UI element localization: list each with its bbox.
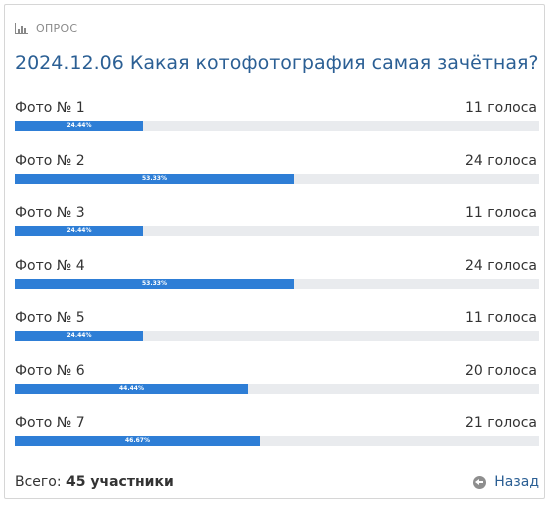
option-progress-fill: 24.44% — [15, 226, 143, 236]
option-votes: 24 голоса — [465, 258, 537, 274]
option-votes: 11 голоса — [465, 205, 537, 221]
option-percent: 24.44% — [66, 122, 92, 129]
arrow-left-circle-icon — [473, 475, 487, 489]
option-label: Фото № 4 — [15, 258, 85, 274]
poll-header: ОПРОС — [15, 20, 77, 36]
back-button[interactable]: Назад — [473, 474, 539, 490]
option-progress-track: 24.44% — [15, 226, 539, 236]
poll-option: Фото № 4 24 голоса 53.33% — [15, 258, 539, 294]
back-label: Назад — [494, 474, 539, 490]
option-votes: 24 голоса — [465, 153, 537, 169]
poll-option: Фото № 1 11 голоса 24.44% — [15, 100, 539, 136]
option-progress-track: 53.33% — [15, 174, 539, 184]
poll-header-label: ОПРОС — [36, 21, 78, 35]
option-percent: 53.33% — [142, 175, 167, 182]
option-progress-track: 53.33% — [15, 279, 539, 289]
poll-option: Фото № 2 24 голоса 53.33% — [15, 153, 539, 189]
poll-option: Фото № 5 11 голоса 24.44% — [15, 310, 539, 346]
option-votes: 20 голоса — [465, 363, 537, 379]
poll-title: 2024.12.06 Какая котофотография самая за… — [15, 52, 539, 74]
option-percent: 24.44% — [66, 227, 92, 234]
option-progress-fill: 46.67% — [15, 436, 260, 446]
option-progress-track: 24.44% — [15, 121, 539, 131]
option-progress-fill: 44.44% — [15, 384, 248, 394]
option-percent: 24.44% — [66, 332, 92, 339]
option-progress-track: 46.67% — [15, 436, 539, 446]
poll-option: Фото № 7 21 голоса 46.67% — [15, 415, 539, 451]
option-progress-fill: 53.33% — [15, 174, 294, 184]
poll-option: Фото № 6 20 голоса 44.44% — [15, 363, 539, 399]
total-participants: Всего: 45 участники — [15, 474, 174, 490]
bar-chart-icon — [15, 22, 28, 34]
option-progress-fill: 24.44% — [15, 331, 143, 341]
option-progress-fill: 53.33% — [15, 279, 294, 289]
total-label: Всего: — [15, 474, 62, 490]
option-votes: 11 голоса — [465, 100, 537, 116]
option-votes: 11 голоса — [465, 310, 537, 326]
option-percent: 53.33% — [142, 280, 167, 287]
option-label: Фото № 2 — [15, 153, 85, 169]
poll-card: ОПРОС 2024.12.06 Какая котофотография са… — [4, 4, 545, 499]
option-label: Фото № 7 — [15, 415, 85, 431]
total-value: 45 участники — [66, 474, 174, 490]
option-votes: 21 голоса — [465, 415, 537, 431]
option-label: Фото № 6 — [15, 363, 85, 379]
option-percent: 46.67% — [125, 437, 150, 444]
option-label: Фото № 3 — [15, 205, 85, 221]
option-label: Фото № 5 — [15, 310, 85, 326]
option-percent: 44.44% — [119, 385, 144, 392]
poll-option: Фото № 3 11 голоса 24.44% — [15, 205, 539, 241]
option-progress-track: 44.44% — [15, 384, 539, 394]
option-label: Фото № 1 — [15, 100, 85, 116]
poll-footer: Всего: 45 участники Назад — [15, 474, 539, 492]
option-progress-track: 24.44% — [15, 331, 539, 341]
option-progress-fill: 24.44% — [15, 121, 143, 131]
